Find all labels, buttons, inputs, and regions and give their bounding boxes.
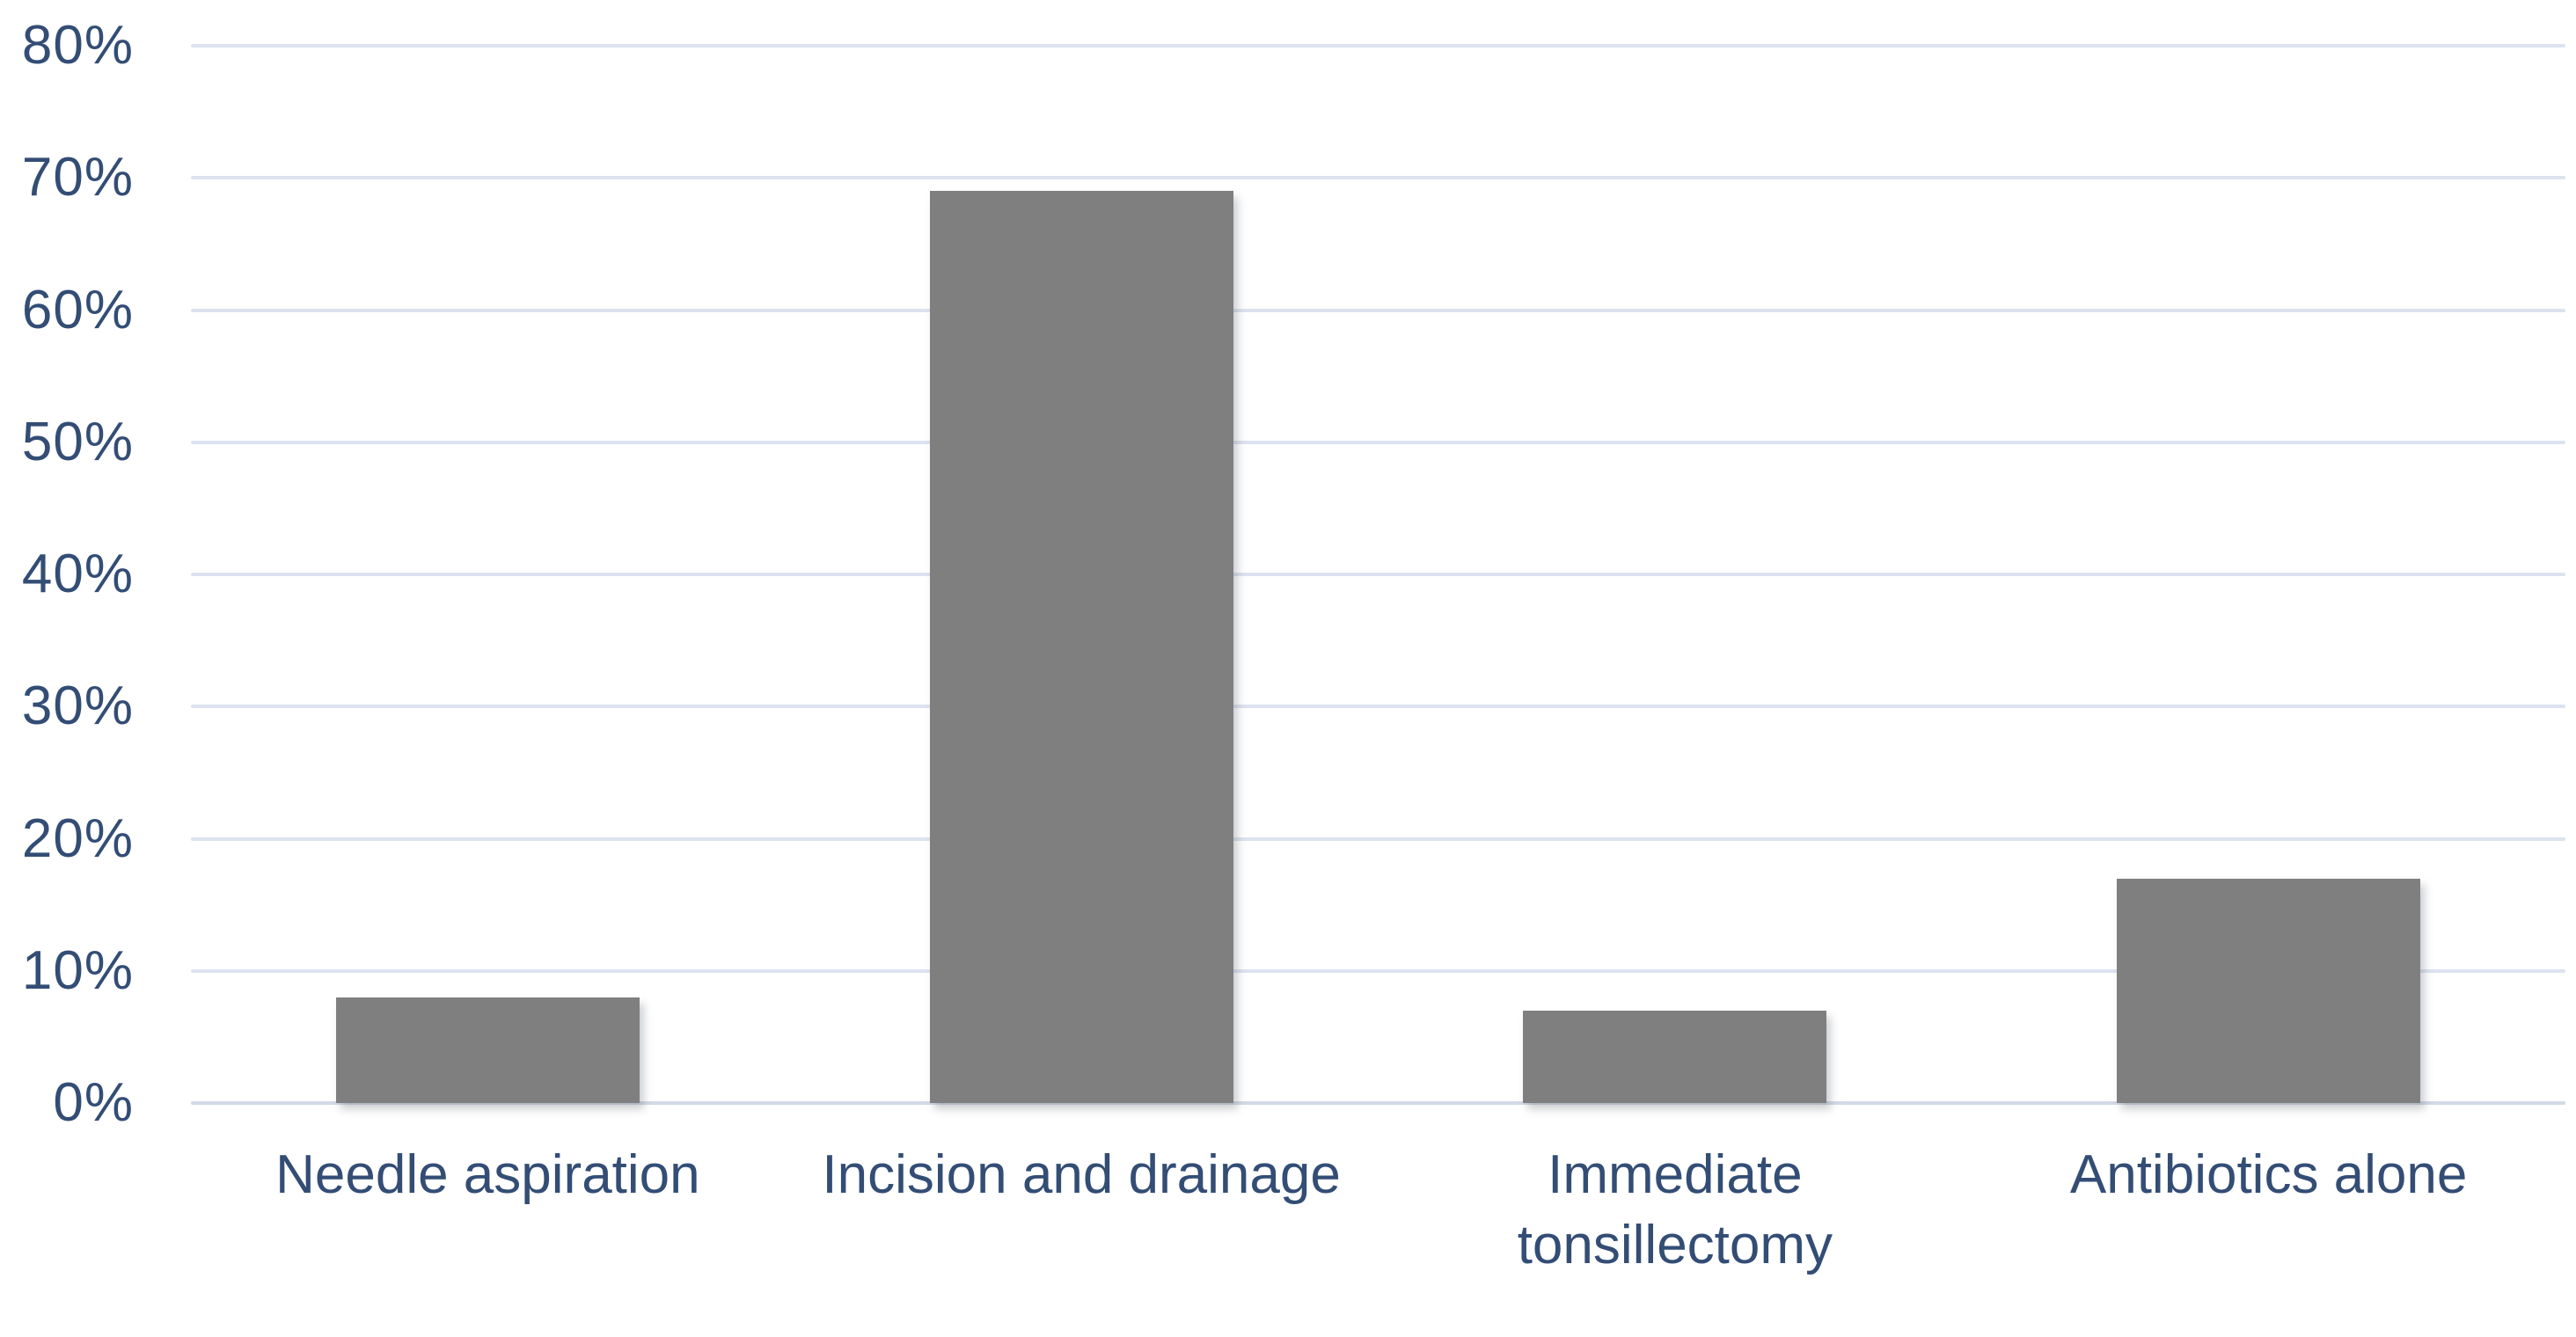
- plot-area: [191, 44, 2565, 1105]
- y-tick-label-80: 80%: [21, 15, 134, 76]
- x-axis-line: [191, 1101, 2565, 1105]
- x-category-label-needle-aspiration: Needle aspiration: [275, 1144, 700, 1205]
- gridline-80: [191, 44, 2565, 47]
- y-tick-label-0: 0%: [53, 1072, 134, 1133]
- gridline-70: [191, 176, 2565, 180]
- y-tick-label-50: 50%: [21, 411, 134, 472]
- y-tick-label-40: 40%: [21, 544, 134, 604]
- bar-antibiotics-alone: [2117, 878, 2421, 1103]
- y-tick-label-20: 20%: [21, 807, 134, 869]
- x-category-label-antibiotics-alone: Antibiotics alone: [2069, 1144, 2468, 1205]
- y-tick-label-30: 30%: [21, 676, 134, 737]
- x-category-label-immediate-tonsillectomy: Immediate tonsillectomy: [1517, 1144, 1833, 1275]
- bar-incision-and-drainage: [929, 191, 1233, 1103]
- gridline-60: [191, 308, 2565, 312]
- bar-needle-aspiration: [335, 997, 640, 1103]
- bar-immediate-tonsillectomy: [1523, 1010, 1827, 1103]
- y-tick-label-60: 60%: [21, 279, 134, 340]
- gridline-40: [191, 573, 2565, 576]
- x-category-label-incision-and-drainage: Incision and drainage: [822, 1144, 1341, 1205]
- gridline-30: [191, 705, 2565, 709]
- gridline-20: [191, 837, 2565, 841]
- y-tick-label-70: 70%: [21, 147, 134, 208]
- gridline-50: [191, 440, 2565, 444]
- gridline-10: [191, 968, 2565, 973]
- y-tick-label-10: 10%: [21, 939, 134, 1001]
